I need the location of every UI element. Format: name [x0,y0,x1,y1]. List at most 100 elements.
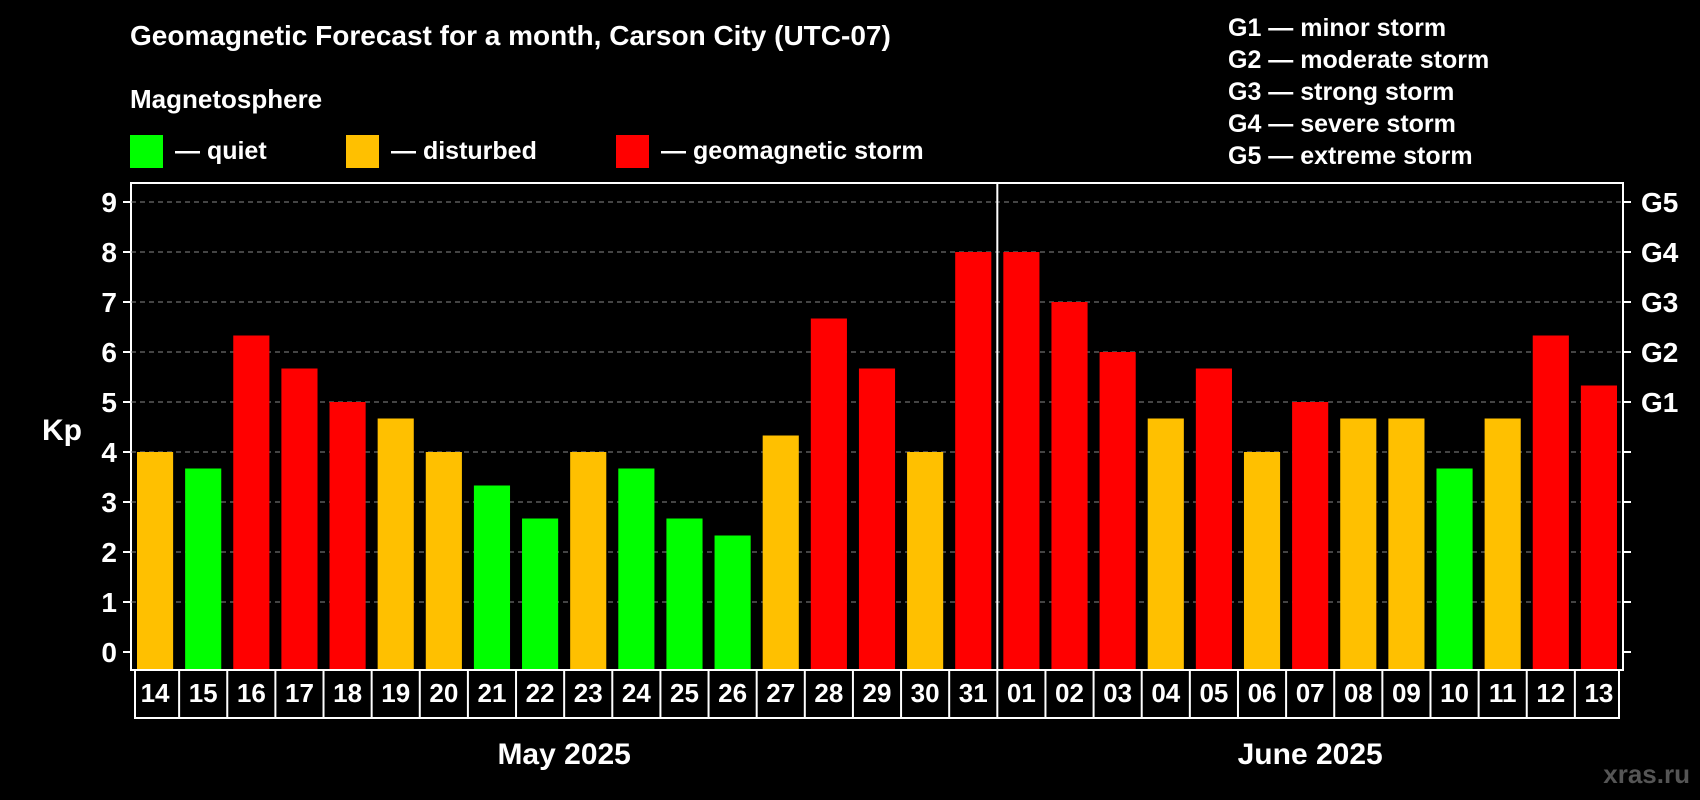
storm-level-label-g1: G1 [1641,387,1678,418]
storm-level-label-g3: G3 [1641,287,1678,318]
storm-level-label-g2: G2 [1641,337,1678,368]
x-tick-label: 16 [237,678,266,708]
storm-scale-g4: G4 — severe storm [1228,110,1456,138]
y-tick-label: 7 [101,287,117,318]
storm-scale-g3: G3 — strong storm [1228,78,1455,106]
x-tick-label: 30 [911,678,940,708]
legend-label-quiet: — quiet [175,136,267,165]
bar-day-26 [714,535,751,670]
x-tick-label: 02 [1055,678,1084,708]
x-tick-label: 04 [1151,678,1180,708]
x-tick-label: 31 [959,678,988,708]
x-tick-label: 09 [1392,678,1421,708]
x-tick-label: 08 [1344,678,1373,708]
storm-scale-g1: G1 — minor storm [1228,14,1447,42]
y-tick-label: 8 [101,237,117,268]
legend-swatch-quiet [130,134,163,168]
x-tick-label: 07 [1296,678,1325,708]
x-tick-label: 26 [718,678,747,708]
bar-day-15 [185,468,222,670]
y-tick-label: 3 [101,487,117,518]
y-tick-label: 6 [101,337,117,368]
storm-scale-g5: G5 — extreme storm [1228,142,1473,170]
y-axis-label: Kp [42,414,82,447]
x-tick-label: 05 [1199,678,1228,708]
bar-day-13 [1580,385,1617,670]
x-tick-label: 03 [1103,678,1132,708]
chart-title: Geomagnetic Forecast for a month, Carson… [130,20,891,51]
bar-day-29 [858,368,896,670]
bar-day-24 [618,468,655,670]
bar-day-05 [1195,368,1232,670]
y-tick-label: 4 [101,437,117,468]
x-tick-label: 24 [622,678,651,708]
bar-day-25 [666,518,703,670]
bar-day-22 [522,518,559,670]
bar-day-23 [570,452,607,670]
x-tick-label: 17 [285,678,314,708]
x-tick-label: 21 [478,678,507,708]
storm-level-label-g5: G5 [1641,187,1678,218]
bar-day-04 [1147,418,1184,670]
x-tick-label: 27 [766,678,795,708]
x-tick-label: 23 [574,678,603,708]
bar-day-06 [1243,452,1281,670]
x-tick-label: 22 [526,678,555,708]
bar-day-27 [762,435,799,670]
bar-day-03 [1099,352,1136,670]
bar-day-09 [1388,418,1425,670]
storm-scale-g2: G2 — moderate storm [1228,46,1490,74]
legend-item-disturbed: — disturbed [346,134,537,168]
x-tick-label: 12 [1536,678,1565,708]
bar-day-08 [1340,418,1377,670]
storm-scale-legend: G1 — minor storm G2 — moderate storm G3 … [1228,12,1489,172]
bar-day-18 [329,402,366,670]
x-tick-label: 19 [381,678,410,708]
legend-item-quiet: — quiet [130,134,267,168]
bar-day-01 [1003,252,1040,670]
bar-day-07 [1292,402,1329,670]
y-tick-label: 9 [101,187,117,218]
legend-heading: Magnetosphere [130,84,323,114]
bar-day-12 [1532,335,1569,670]
y-tick-label: 5 [101,387,117,418]
bar-day-21 [473,485,511,670]
legend-swatch-storm [616,134,649,168]
month-label: May 2025 [497,738,630,771]
y-tick-label: 2 [101,537,117,568]
bar-day-20 [425,452,462,670]
x-tick-label: 20 [429,678,458,708]
bar-day-02 [1051,302,1088,670]
x-tick-label: 06 [1248,678,1277,708]
bar-day-11 [1484,418,1521,670]
bar-day-28 [810,318,847,670]
bar-day-19 [377,418,414,670]
legend-label-disturbed: — disturbed [391,136,537,165]
legend-swatch-disturbed [346,134,379,168]
day-label-row [134,669,1620,719]
x-tick-label: 14 [141,678,170,708]
bar-day-16 [233,335,270,670]
x-tick-label: 15 [189,678,218,708]
month-label: June 2025 [1238,738,1383,771]
x-tick-label: 10 [1440,678,1469,708]
bar-day-30 [907,452,944,670]
x-tick-label: 29 [863,678,892,708]
x-tick-label: 28 [814,678,843,708]
bar-day-17 [281,368,318,670]
legend-label-storm: — geomagnetic storm [661,136,924,165]
bar-day-10 [1436,468,1473,670]
bar-day-14 [137,452,174,670]
bar-day-31 [955,252,992,670]
y-tick-label: 0 [101,637,117,668]
x-tick-label: 25 [670,678,699,708]
x-tick-label: 13 [1584,678,1613,708]
legend-item-storm: — geomagnetic storm [616,134,924,168]
storm-level-label-g4: G4 [1641,237,1679,268]
y-tick-label: 1 [101,587,117,618]
watermark: xras.ru [1603,759,1690,789]
x-tick-label: 11 [1489,678,1517,708]
x-tick-label: 01 [1007,678,1036,708]
x-tick-label: 18 [333,678,362,708]
